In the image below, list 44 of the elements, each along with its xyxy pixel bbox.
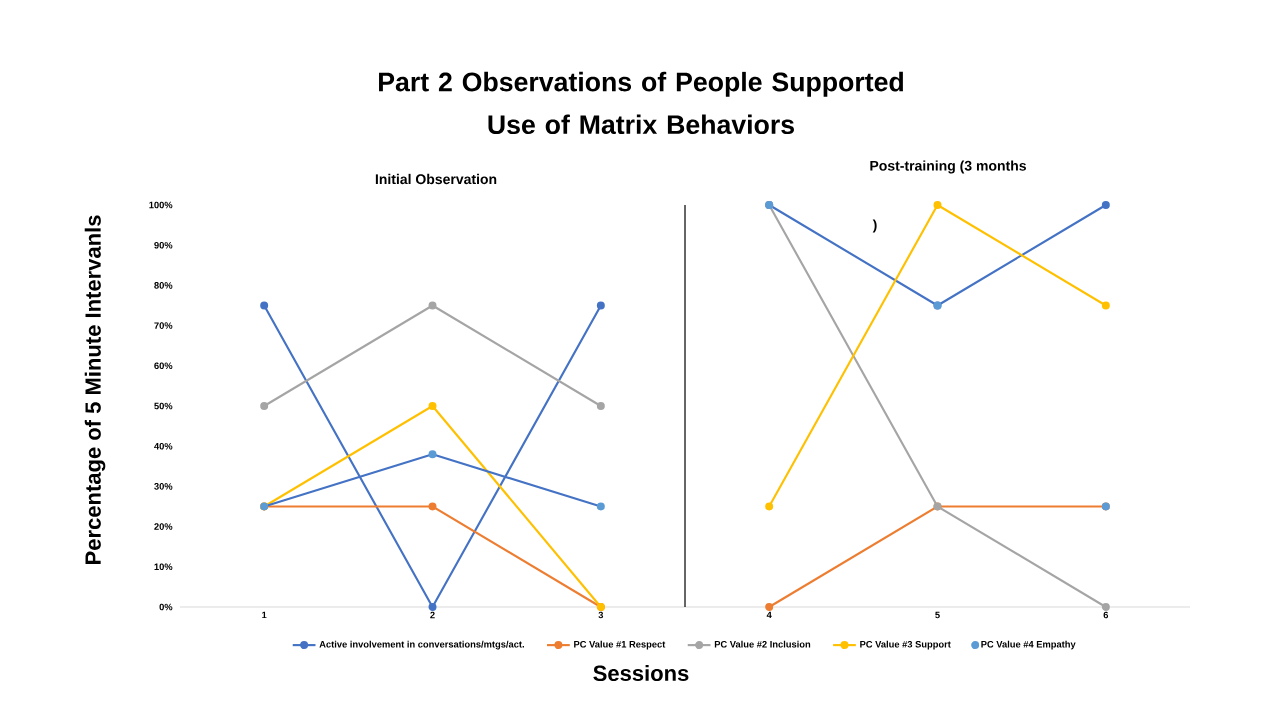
y-tick-label: 50% [154,402,173,410]
point [260,401,269,410]
legend-label: PC Value #1 Respect [574,640,666,650]
point [765,502,774,511]
annotation: ) [872,219,877,233]
y-tick-label: 70% [154,322,173,329]
y-tick-label: 90% [154,241,173,249]
text: Post-training (3 months [870,160,1026,174]
point [1101,200,1110,209]
y-tick-label: 40% [154,442,173,450]
legend-label: PC Value #3 Support [860,640,951,650]
legend-label: Active involvement in conversations/mtgs/act. [319,640,524,650]
text: Initial Observation [375,173,497,185]
point [596,401,605,410]
y-tick-label: 60% [154,362,173,370]
point [428,502,437,511]
y-tick-label: 80% [154,282,173,289]
point [1101,602,1110,611]
legend-label: PC Value #2 Inclusion [714,640,811,648]
point [596,301,605,310]
y-tick-label: 100% [149,201,173,209]
point [428,401,437,410]
x-tick-label: 1 [262,611,267,619]
legend-label: PC Value #4 Empathy [981,640,1076,650]
point [428,450,437,459]
x-tick-label: 4 [766,611,772,619]
point [596,502,605,511]
x-tick-label: 2 [430,611,435,619]
x-tick-label: 6 [1103,611,1109,619]
x-tick-label: 5 [935,611,940,619]
x-tick-label: 3 [598,611,604,619]
y-axis-title: Percentage of 5 Minute Intervanls [84,215,106,564]
point [428,301,437,310]
point [260,301,269,310]
y-tick-label: 0% [159,603,173,611]
y-tick-label: 30% [154,483,173,490]
y-tick-label: 10% [154,563,173,571]
x-axis-title: Sessions [593,664,689,682]
chart-title: Part 2 Observations of People Supported Use of Matrix Behaviors [379,71,903,135]
y-tick-label: 20% [154,523,173,530]
point [428,602,437,611]
point [1101,301,1110,310]
point [933,200,942,209]
point [765,602,774,611]
